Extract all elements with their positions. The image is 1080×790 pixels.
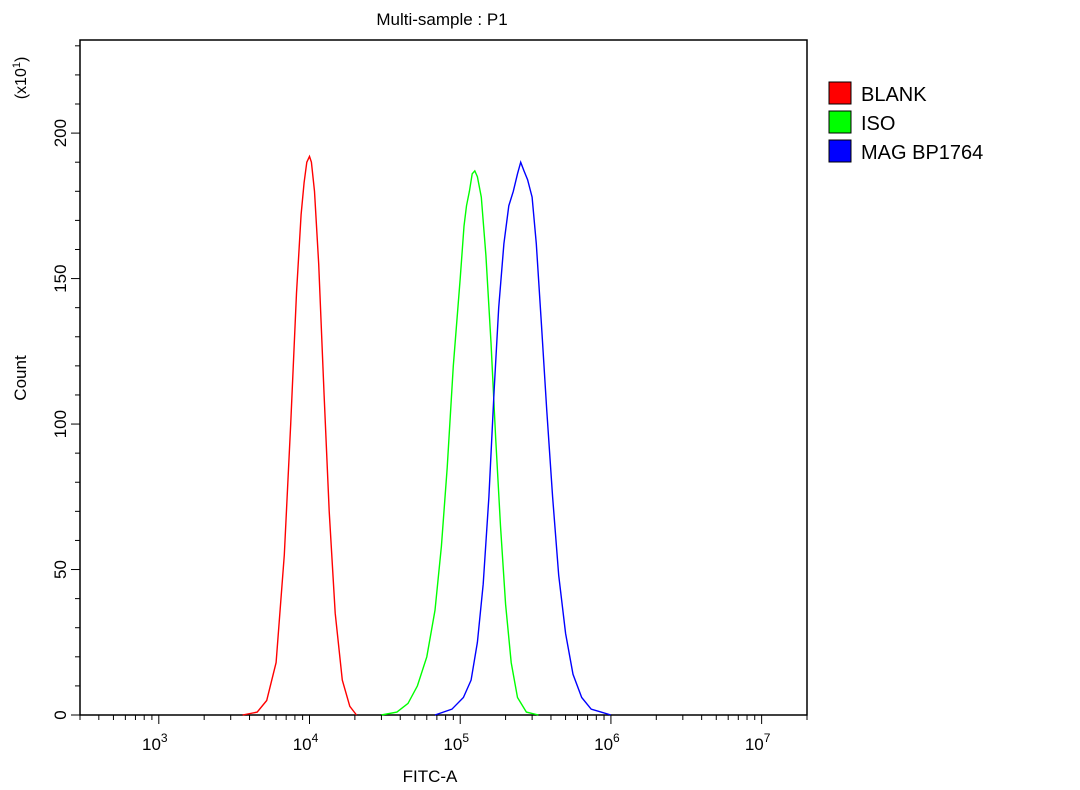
y-tick-label: 150	[51, 264, 70, 292]
x-axis: 103 104 105 106 107	[79, 715, 808, 754]
legend-swatch	[828, 81, 852, 105]
series-line-1	[381, 169, 539, 716]
chart-title: Multi-sample : P1	[376, 10, 507, 29]
series-line-0	[242, 154, 358, 716]
x-tick-label: 103	[142, 731, 168, 754]
x-tick-label: 106	[594, 731, 620, 754]
y-scale-note: (x101)	[11, 57, 30, 100]
y-tick-label: 100	[51, 410, 70, 438]
legend-label: BLANK	[861, 84, 927, 106]
legend-label: ISO	[861, 113, 895, 135]
legend-swatch	[828, 110, 852, 134]
x-tick-label: 107	[745, 731, 771, 754]
y-axis-label: Count	[11, 355, 30, 401]
y-tick-label: 0	[51, 710, 70, 719]
series-line-2	[434, 159, 612, 716]
legend-label: MAG BP1764	[861, 142, 983, 164]
legend: BLANK ISO MAG BP1764	[828, 81, 983, 164]
plot-frame	[79, 39, 808, 716]
y-tick-label: 50	[51, 560, 70, 579]
legend-swatch	[828, 139, 852, 163]
plot-area	[79, 39, 808, 716]
x-tick-label: 105	[443, 731, 469, 754]
y-tick-label: 200	[51, 119, 70, 147]
series-curves	[242, 154, 612, 716]
x-axis-label: FITC-A	[403, 767, 458, 786]
x-tick-label: 104	[293, 731, 319, 754]
y-axis: 0 50 100 150 200	[51, 45, 80, 720]
